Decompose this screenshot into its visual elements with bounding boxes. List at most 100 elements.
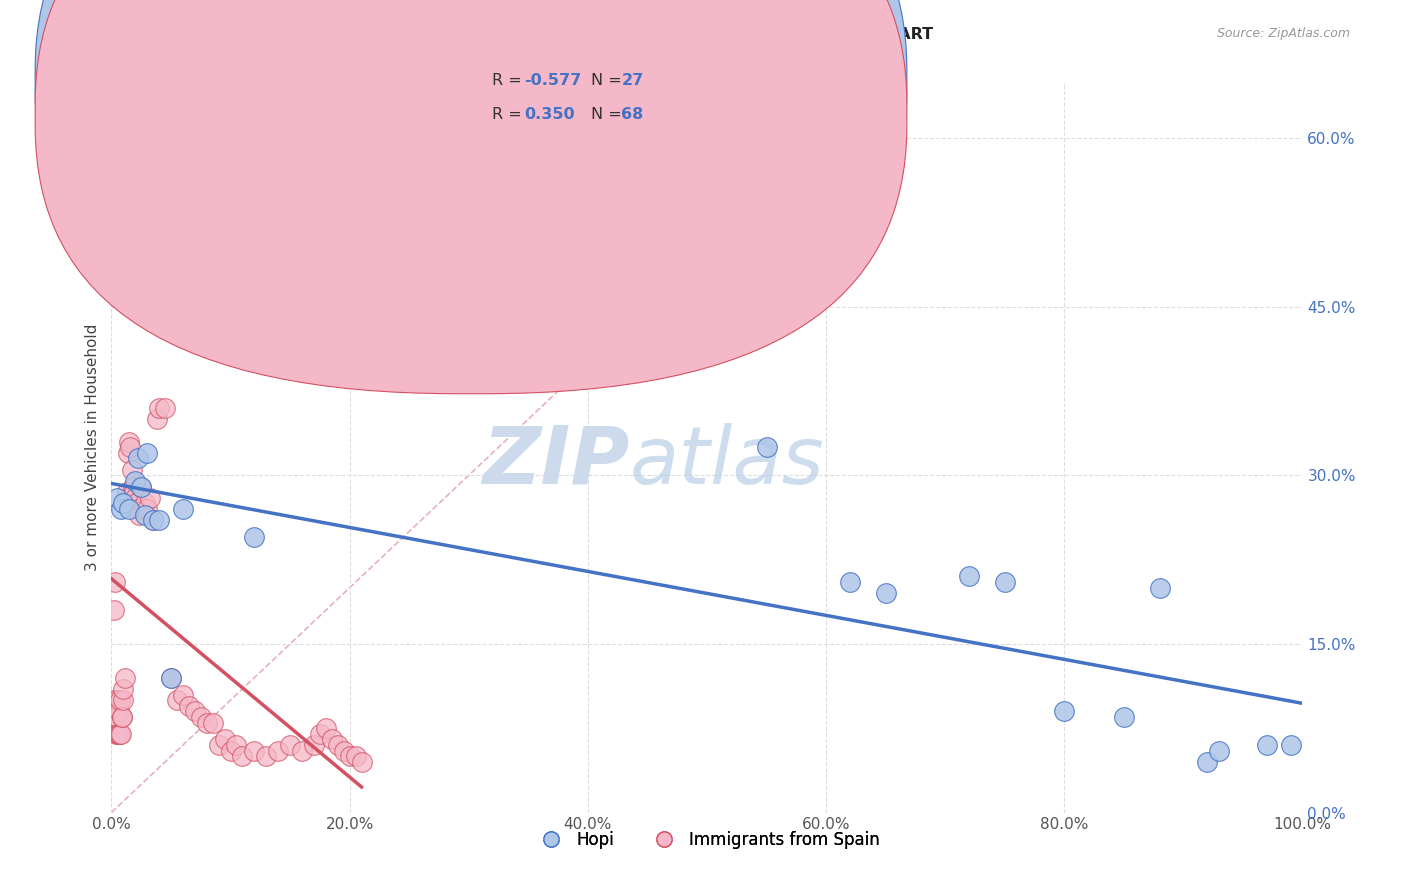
- Point: [315, 721, 337, 735]
- Point: [111, 710, 134, 724]
- Point: [127, 502, 149, 516]
- Point: [108, 693, 131, 707]
- Point: [142, 513, 165, 527]
- Point: [110, 502, 132, 516]
- Point: [122, 485, 145, 500]
- Point: [121, 479, 143, 493]
- Point: [142, 513, 165, 527]
- Point: [110, 710, 132, 724]
- Point: [112, 496, 135, 510]
- Point: [291, 744, 314, 758]
- Point: [184, 705, 207, 719]
- Point: [1053, 705, 1076, 719]
- Text: 27: 27: [621, 73, 644, 88]
- Text: 68: 68: [621, 107, 644, 122]
- Point: [339, 749, 361, 764]
- Point: [875, 586, 897, 600]
- Point: [326, 738, 349, 752]
- Point: [166, 693, 188, 707]
- Point: [332, 744, 354, 758]
- Point: [278, 738, 301, 752]
- Legend: Hopi, Immigrants from Spain: Hopi, Immigrants from Spain: [527, 824, 886, 855]
- Point: [1208, 744, 1230, 758]
- Point: [115, 485, 138, 500]
- Point: [957, 569, 980, 583]
- Point: [107, 727, 129, 741]
- Point: [350, 755, 373, 769]
- Point: [134, 508, 156, 522]
- Point: [103, 603, 125, 617]
- Point: [117, 446, 139, 460]
- Point: [838, 575, 860, 590]
- Point: [1197, 755, 1219, 769]
- Point: [172, 688, 194, 702]
- Point: [1112, 710, 1135, 724]
- Point: [207, 738, 229, 752]
- Point: [243, 744, 266, 758]
- Point: [225, 738, 247, 752]
- Point: [138, 491, 160, 505]
- Point: [177, 698, 200, 713]
- Point: [120, 440, 142, 454]
- Point: [1256, 738, 1278, 752]
- Point: [114, 671, 136, 685]
- Text: N =: N =: [591, 73, 627, 88]
- Point: [111, 693, 134, 707]
- Point: [132, 502, 155, 516]
- Point: [104, 715, 127, 730]
- Point: [755, 440, 778, 454]
- Point: [1149, 581, 1171, 595]
- Point: [121, 463, 143, 477]
- Text: R =: R =: [492, 73, 527, 88]
- Point: [172, 502, 194, 516]
- Point: [124, 491, 146, 505]
- Point: [110, 727, 132, 741]
- Point: [108, 705, 131, 719]
- Point: [110, 727, 132, 741]
- Text: R =: R =: [492, 107, 531, 122]
- Point: [105, 710, 128, 724]
- Point: [201, 715, 224, 730]
- Text: N =: N =: [591, 107, 627, 122]
- Point: [105, 727, 128, 741]
- Point: [994, 575, 1017, 590]
- Point: [302, 738, 325, 752]
- Point: [1279, 738, 1302, 752]
- Point: [195, 715, 218, 730]
- Point: [254, 749, 277, 764]
- Point: [103, 693, 125, 707]
- Text: Source: ZipAtlas.com: Source: ZipAtlas.com: [1216, 27, 1350, 40]
- Point: [267, 744, 290, 758]
- Point: [124, 474, 146, 488]
- Point: [148, 401, 170, 415]
- Text: -0.577: -0.577: [524, 73, 582, 88]
- Point: [160, 671, 183, 685]
- Point: [243, 530, 266, 544]
- Point: [112, 681, 135, 696]
- Point: [107, 727, 129, 741]
- Point: [104, 575, 127, 590]
- Text: HOPI VS IMMIGRANTS FROM SPAIN 3 OR MORE VEHICLES IN HOUSEHOLD CORRELATION CHART: HOPI VS IMMIGRANTS FROM SPAIN 3 OR MORE …: [77, 27, 934, 42]
- Y-axis label: 3 or more Vehicles in Household: 3 or more Vehicles in Household: [86, 324, 100, 571]
- Point: [114, 491, 136, 505]
- Point: [153, 300, 176, 314]
- Point: [190, 710, 212, 724]
- Point: [148, 513, 170, 527]
- Point: [125, 496, 148, 510]
- Point: [105, 491, 128, 505]
- Text: atlas: atlas: [630, 423, 824, 500]
- Point: [136, 446, 159, 460]
- Point: [134, 496, 156, 510]
- Point: [136, 502, 159, 516]
- Point: [321, 732, 343, 747]
- Point: [128, 508, 150, 522]
- Point: [105, 693, 128, 707]
- Point: [129, 479, 152, 493]
- Point: [129, 479, 152, 493]
- Point: [344, 749, 367, 764]
- Point: [214, 732, 236, 747]
- Point: [145, 412, 167, 426]
- Point: [101, 131, 124, 145]
- Point: [118, 502, 141, 516]
- Text: 0.350: 0.350: [524, 107, 575, 122]
